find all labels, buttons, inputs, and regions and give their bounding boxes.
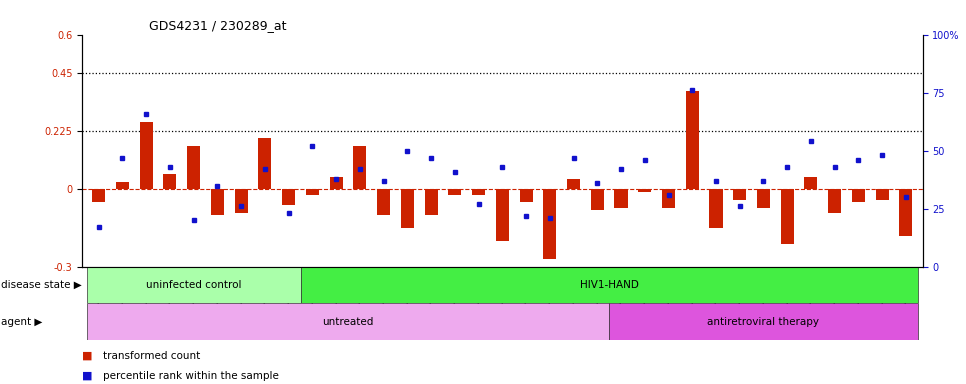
Bar	[235, 189, 247, 213]
Text: untreated: untreated	[323, 316, 374, 327]
Bar	[472, 189, 485, 195]
Bar	[401, 189, 413, 228]
Bar	[875, 189, 889, 200]
Bar	[377, 189, 390, 215]
Bar	[852, 189, 865, 202]
Text: ■: ■	[82, 371, 93, 381]
Bar	[709, 189, 723, 228]
Bar	[591, 189, 604, 210]
Bar	[610, 303, 918, 340]
Bar	[520, 189, 532, 202]
Text: ■: ■	[82, 351, 93, 361]
Bar	[543, 189, 556, 259]
Text: HIV1-HAND: HIV1-HAND	[580, 280, 639, 290]
Bar	[329, 177, 343, 189]
Text: agent ▶: agent ▶	[1, 316, 43, 327]
Bar	[211, 189, 224, 215]
Bar	[496, 189, 509, 241]
Bar	[354, 146, 366, 189]
Bar	[140, 122, 153, 189]
Bar	[87, 303, 610, 340]
Bar	[686, 91, 698, 189]
Text: antiretroviral therapy: antiretroviral therapy	[707, 316, 819, 327]
Bar	[187, 146, 200, 189]
Bar	[733, 189, 747, 200]
Bar	[781, 189, 794, 244]
Bar	[282, 189, 296, 205]
Bar	[258, 138, 271, 189]
Text: transformed count: transformed count	[103, 351, 201, 361]
Bar	[300, 267, 918, 303]
Bar	[87, 267, 300, 303]
Bar	[805, 177, 817, 189]
Bar	[425, 189, 438, 215]
Bar	[92, 189, 105, 202]
Text: disease state ▶: disease state ▶	[1, 280, 82, 290]
Bar	[306, 189, 319, 195]
Text: GDS4231 / 230289_at: GDS4231 / 230289_at	[150, 19, 287, 32]
Bar	[662, 189, 675, 207]
Text: percentile rank within the sample: percentile rank within the sample	[103, 371, 279, 381]
Bar	[828, 189, 841, 213]
Bar	[899, 189, 913, 236]
Bar	[163, 174, 177, 189]
Bar	[116, 182, 129, 189]
Bar	[567, 179, 580, 189]
Bar	[614, 189, 628, 207]
Bar	[639, 189, 651, 192]
Bar	[757, 189, 770, 207]
Text: uninfected control: uninfected control	[146, 280, 242, 290]
Bar	[448, 189, 462, 195]
